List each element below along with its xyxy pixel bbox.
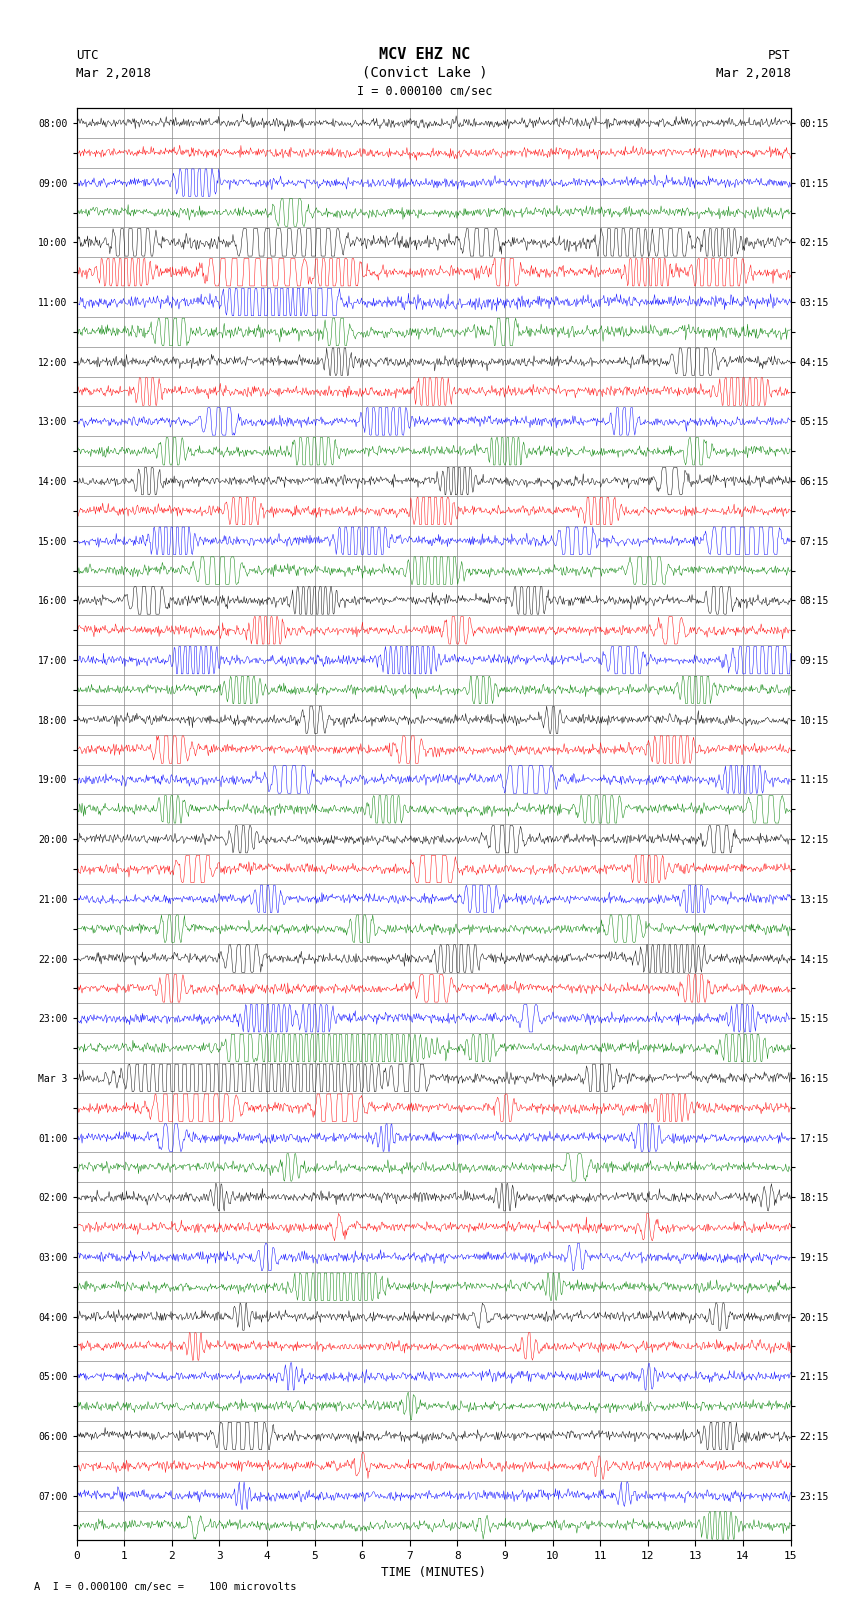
- Text: MCV EHZ NC: MCV EHZ NC: [379, 47, 471, 63]
- Text: (Convict Lake ): (Convict Lake ): [362, 66, 488, 79]
- X-axis label: TIME (MINUTES): TIME (MINUTES): [381, 1566, 486, 1579]
- Text: Mar 2,2018: Mar 2,2018: [716, 66, 790, 79]
- Text: Mar 2,2018: Mar 2,2018: [76, 66, 151, 79]
- Text: UTC: UTC: [76, 48, 99, 63]
- Text: PST: PST: [768, 48, 790, 63]
- Text: A  I = 0.000100 cm/sec =    100 microvolts: A I = 0.000100 cm/sec = 100 microvolts: [34, 1582, 297, 1592]
- Text: I = 0.000100 cm/sec: I = 0.000100 cm/sec: [357, 84, 493, 97]
